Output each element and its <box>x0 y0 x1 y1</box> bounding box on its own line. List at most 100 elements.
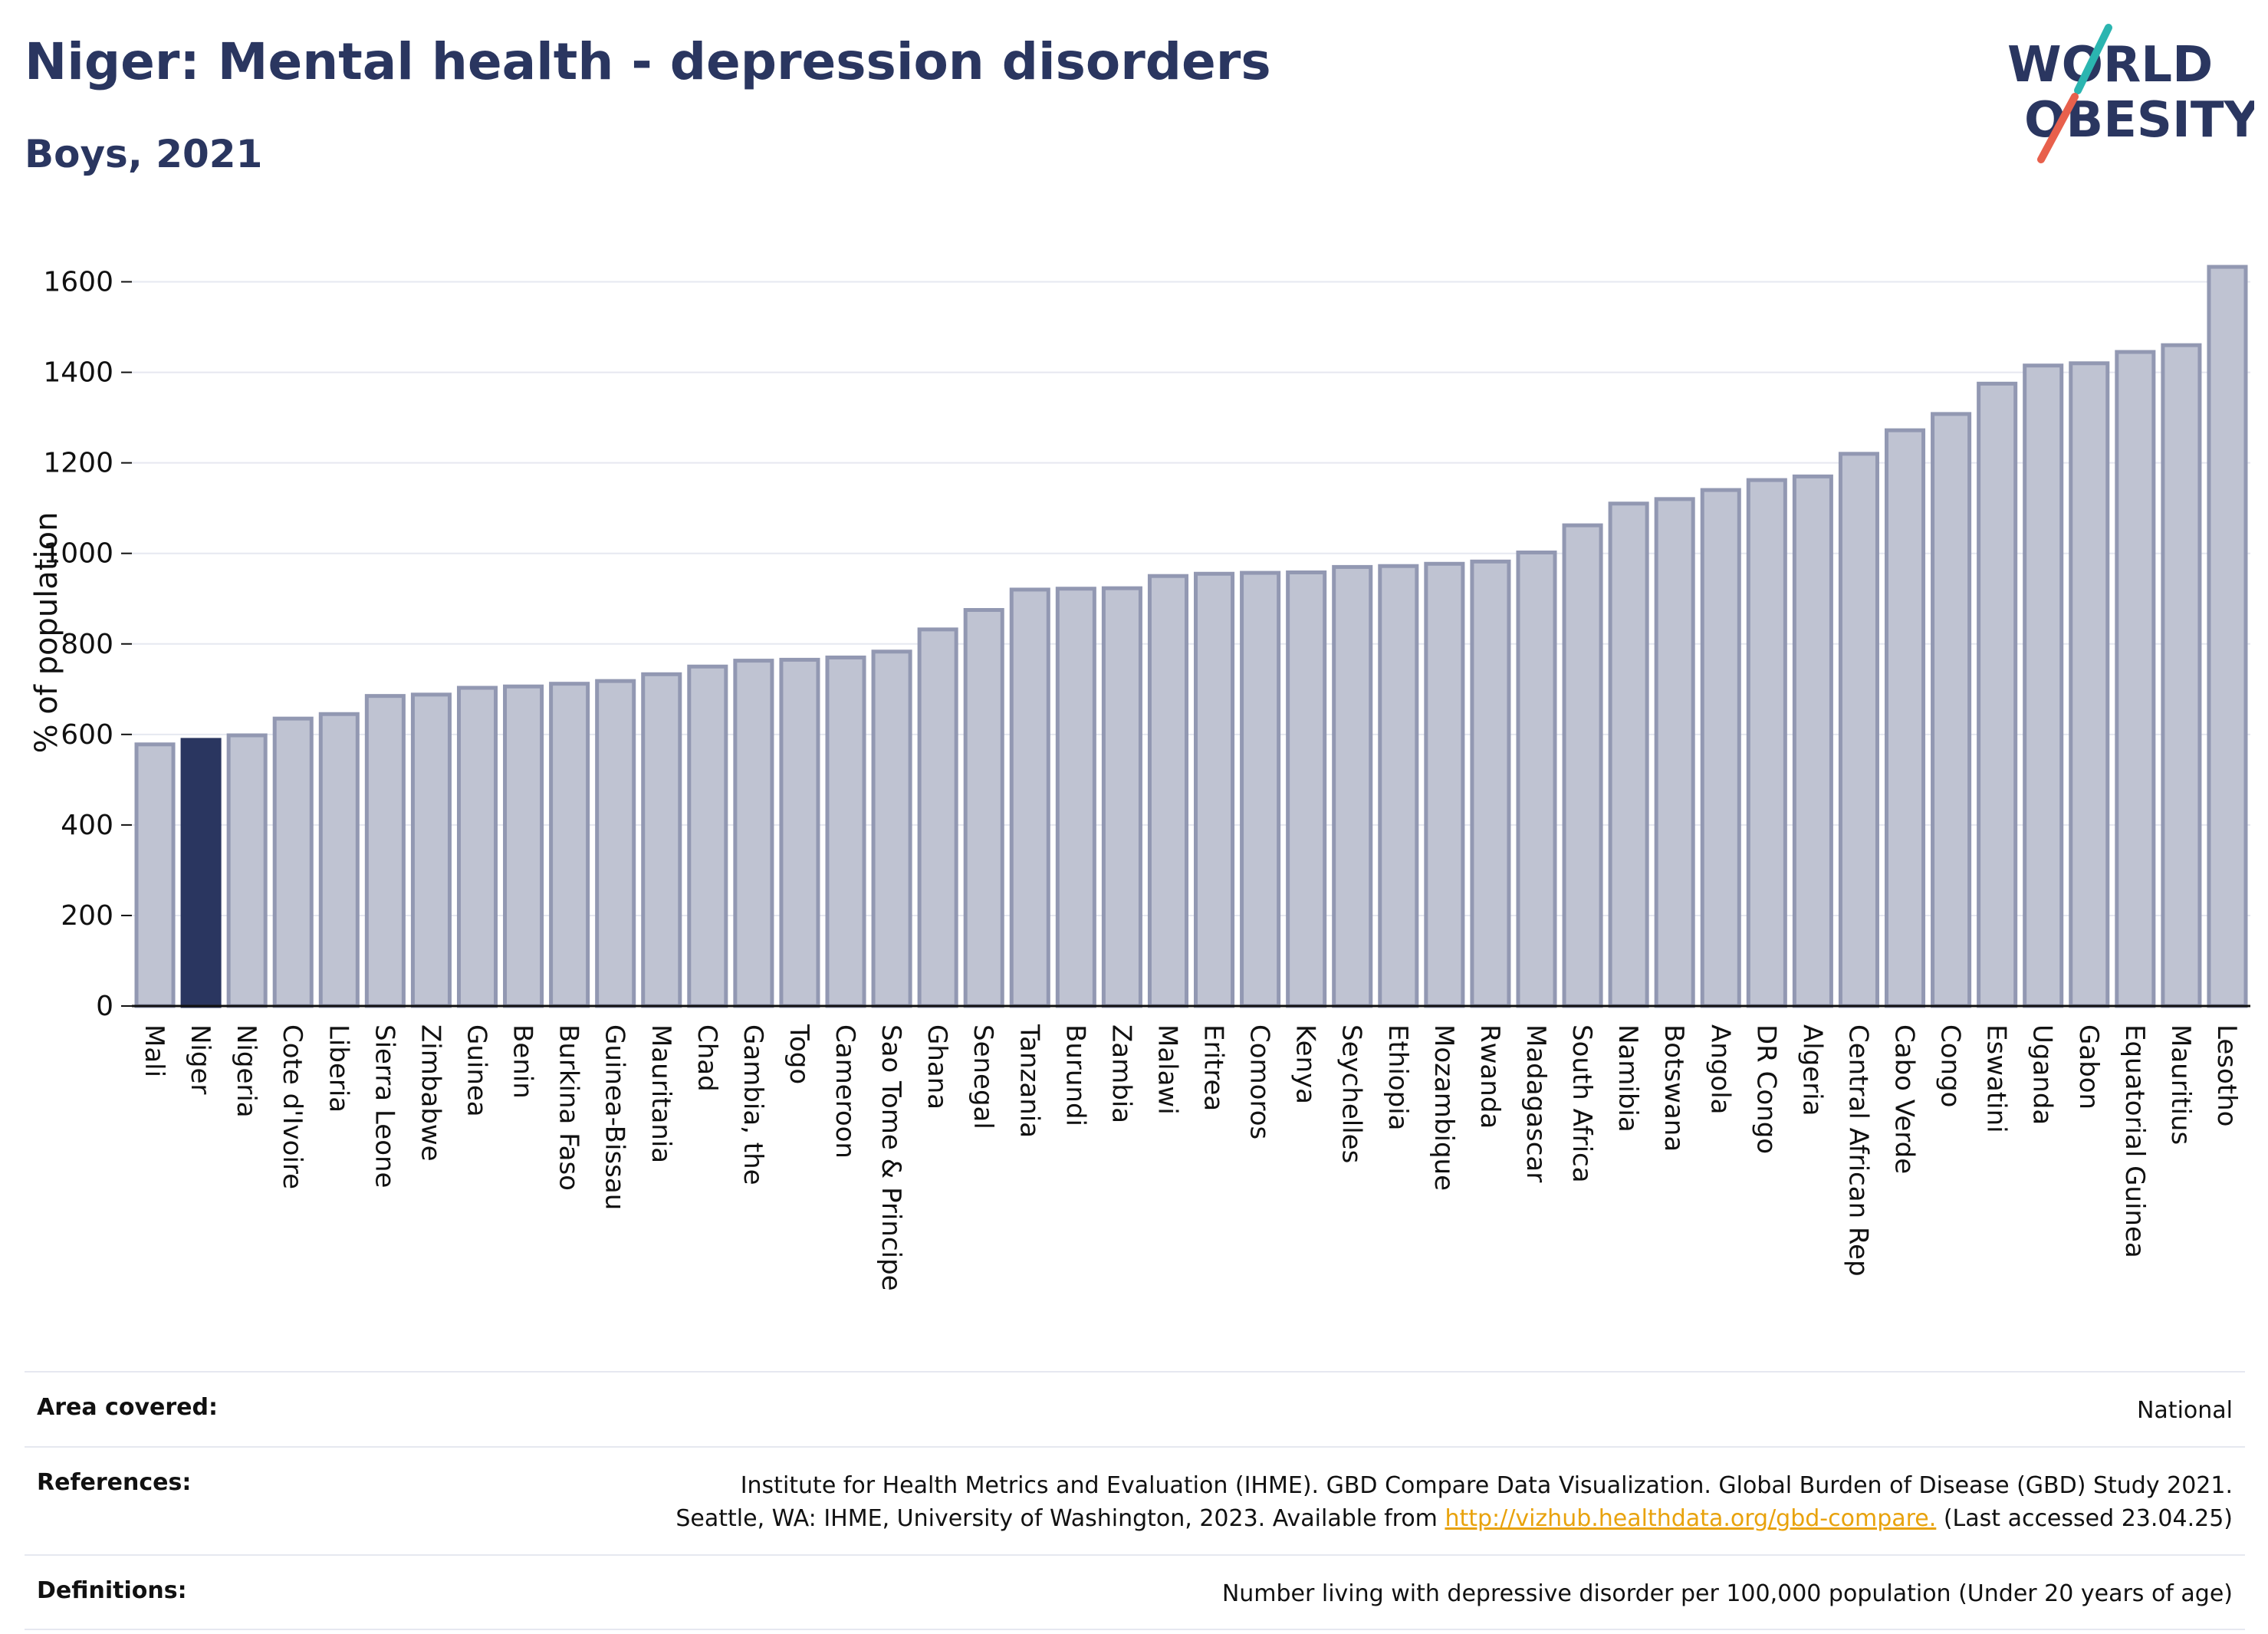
x-category-label: Eswatini <box>1981 1024 2012 1133</box>
x-category-label: Mauritius <box>2165 1024 2196 1145</box>
references-line2-pre: Seattle, WA: IHME, University of Washing… <box>675 1505 1445 1532</box>
bar <box>1424 561 1465 1008</box>
x-category-label: Guinea <box>461 1024 491 1117</box>
y-tick-label: 0 <box>96 991 113 1022</box>
bar <box>1700 488 1741 1008</box>
bar <box>641 672 682 1008</box>
y-tick-label: 1600 <box>43 267 113 298</box>
world-obesity-logo: WORLD OBESITY <box>2007 24 2254 163</box>
area-covered-value: National <box>2136 1397 2233 1424</box>
y-tick-label: 800 <box>61 629 113 660</box>
bar <box>917 627 958 1008</box>
bar <box>1792 474 1833 1008</box>
x-category-label: Cote d'Ivoire <box>277 1024 307 1189</box>
x-category-label: Cameroon <box>830 1024 860 1159</box>
x-category-label: Mozambique <box>1428 1024 1459 1191</box>
x-category-label: Kenya <box>1290 1024 1321 1104</box>
definitions-label: Definitions: <box>37 1576 187 1604</box>
x-category-label: Central African Rep <box>1842 1024 1873 1277</box>
y-tick-label: 1400 <box>43 357 113 389</box>
x-category-label: Rwanda <box>1474 1024 1505 1129</box>
bar <box>1055 587 1096 1008</box>
bar <box>1147 574 1188 1008</box>
info-footer: Area covered: National References: Insti… <box>25 1371 2245 1630</box>
bar <box>1516 551 1557 1008</box>
x-category-label: Guinea-Bissau <box>600 1024 630 1210</box>
references-line1: Institute for Health Metrics and Evaluat… <box>740 1471 2233 1499</box>
definitions-row: Definitions: Number living with depressi… <box>25 1553 2245 1630</box>
area-covered-label: Area covered: <box>37 1394 218 1421</box>
x-category-label: Gabon <box>2073 1024 2104 1110</box>
bar <box>1884 428 1926 1008</box>
bar <box>733 659 774 1008</box>
references-value: Institute for Health Metrics and Evaluat… <box>675 1469 2233 1536</box>
bar-highlight <box>180 738 222 1008</box>
x-category-label: Sao Tome & Principe <box>876 1024 906 1291</box>
x-category-label: Gambia, the <box>738 1024 768 1185</box>
bar <box>1562 523 1603 1008</box>
bar <box>825 655 866 1008</box>
bar <box>1194 571 1235 1008</box>
bar <box>1101 586 1142 1008</box>
bar-chart: 0 200 400 600 800 1000 1200 1400 1600 Mali Niger N… <box>29 265 2250 1291</box>
x-category-label: Eritrea <box>1198 1024 1229 1111</box>
bar <box>1977 381 2018 1008</box>
x-category-label: Uganda <box>2027 1024 2058 1125</box>
logo-slash-teal <box>2074 24 2112 94</box>
x-category-label: Lesotho <box>2211 1024 2242 1126</box>
definitions-value: Number living with depressive disorder p… <box>1221 1580 2233 1607</box>
x-category-label: Togo <box>784 1024 814 1084</box>
x-category-label: Cabo Verde <box>1889 1024 1920 1174</box>
x-category-label: Senegal <box>968 1024 998 1129</box>
references-label: References: <box>37 1468 192 1496</box>
bar <box>318 712 360 1008</box>
x-category-label: Botswana <box>1658 1024 1689 1152</box>
bar <box>687 664 728 1008</box>
y-tick-label: 600 <box>61 719 113 751</box>
y-axis-title: % of population <box>29 512 64 754</box>
x-category-label: Zimbabwe <box>415 1024 445 1162</box>
x-category-label: Sierra Leone <box>369 1024 399 1188</box>
y-axis-ticks: 0 200 400 600 800 1000 1200 1400 1600 <box>43 267 132 1022</box>
x-category-label: Benin <box>508 1024 538 1099</box>
x-category-label: Zambia <box>1106 1024 1136 1123</box>
bar <box>1009 587 1050 1008</box>
x-category-label: Burkina Faso <box>554 1024 584 1191</box>
bar <box>963 607 1004 1008</box>
bar <box>364 694 406 1008</box>
bar <box>1608 501 1649 1008</box>
x-category-label: Mali <box>139 1024 169 1077</box>
bar <box>2161 343 2202 1008</box>
bar <box>1931 412 1972 1008</box>
chart-subtitle: Boys, 2021 <box>25 132 263 176</box>
x-category-label: Tanzania <box>1014 1024 1044 1138</box>
x-category-label: Burundi <box>1060 1024 1090 1126</box>
x-category-label: Ghana <box>922 1024 952 1110</box>
x-category-label: Congo <box>1935 1024 1966 1107</box>
x-category-label: Mauritania <box>646 1024 676 1163</box>
bar <box>1746 478 1787 1008</box>
x-category-label: Niger <box>185 1024 215 1094</box>
references-link[interactable]: http://vizhub.healthdata.org/gbd-compare… <box>1445 1505 1937 1532</box>
bar <box>779 657 820 1008</box>
bar <box>2115 350 2156 1008</box>
bar <box>1838 452 1879 1008</box>
logo-slash-red <box>2037 93 2079 163</box>
y-tick-label: 1200 <box>43 448 113 479</box>
x-category-label: Ethiopia <box>1382 1024 1413 1130</box>
x-category-label: Madagascar <box>1520 1024 1551 1182</box>
bar <box>503 684 544 1008</box>
y-tick-label: 400 <box>61 810 113 841</box>
references-line2-post: (Last accessed 23.04.25) <box>1936 1505 2233 1532</box>
bar <box>1378 564 1419 1008</box>
bar <box>1286 570 1327 1008</box>
bar <box>226 733 268 1008</box>
bars <box>134 265 2248 1008</box>
bar <box>272 716 314 1008</box>
bar <box>1654 497 1695 1008</box>
chart-title: Niger: Mental health - depression disord… <box>25 32 1271 91</box>
x-category-label: Malawi <box>1152 1024 1182 1115</box>
x-category-label: Angola <box>1704 1024 1735 1114</box>
bar <box>595 679 636 1008</box>
bar <box>1332 564 1373 1008</box>
